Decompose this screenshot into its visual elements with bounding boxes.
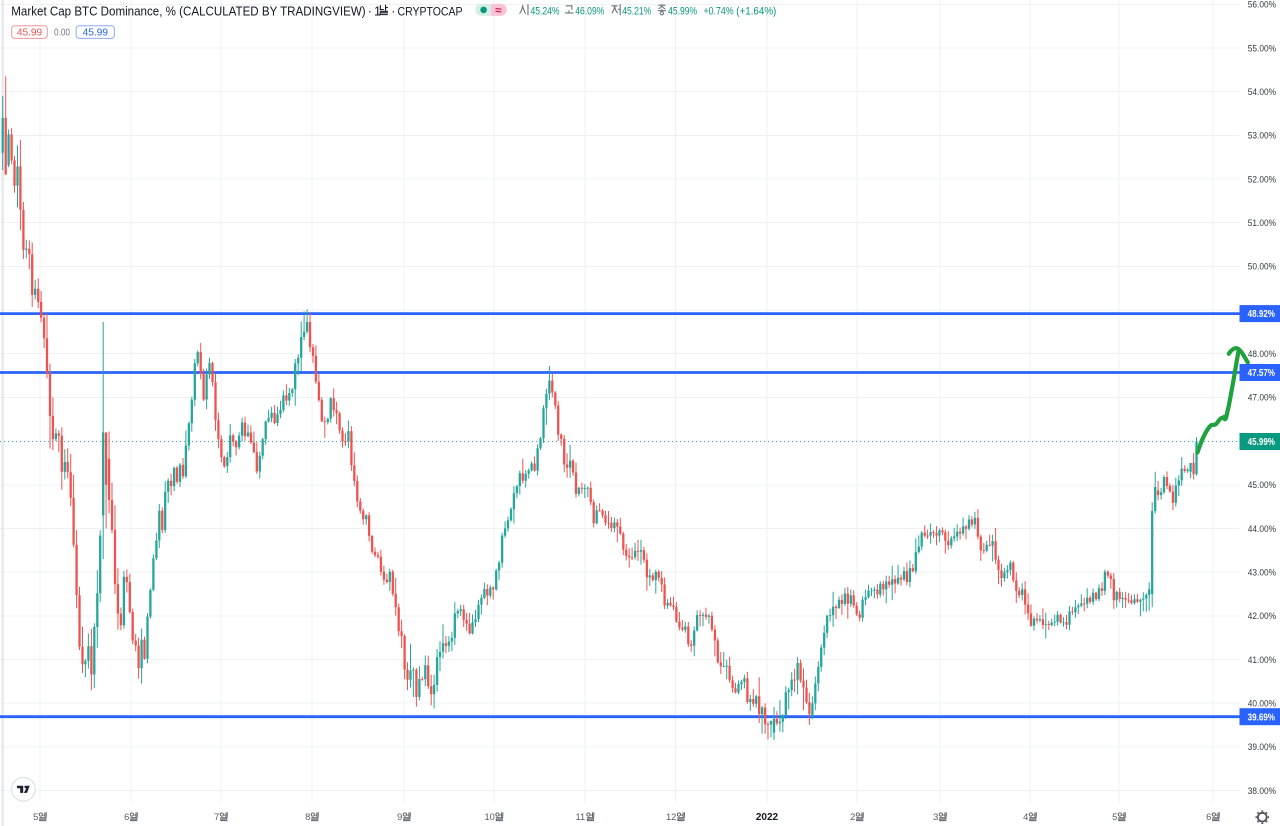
svg-text:1: 1 <box>374 4 381 18</box>
svg-text:3: 3 <box>933 812 938 822</box>
svg-text:CRYPTOCAP: CRYPTOCAP <box>398 4 463 18</box>
svg-text:6: 6 <box>1206 812 1211 822</box>
svg-text:2: 2 <box>850 812 855 822</box>
svg-text:Market Cap BTC Dominance, % (C: Market Cap BTC Dominance, % (CALCULATED … <box>11 4 365 18</box>
svg-text:10: 10 <box>485 812 495 822</box>
svg-text:47.00%: 47.00% <box>1248 393 1277 404</box>
svg-text:≈: ≈ <box>495 5 502 17</box>
svg-text:(+1.64%): (+1.64%) <box>736 5 776 17</box>
svg-text:39.00%: 39.00% <box>1248 742 1277 753</box>
svg-text:50.00%: 50.00% <box>1248 262 1277 273</box>
svg-text:5: 5 <box>33 812 38 822</box>
svg-text:38.00%: 38.00% <box>1248 786 1277 797</box>
svg-text:43.00%: 43.00% <box>1248 567 1277 578</box>
svg-text:9: 9 <box>397 812 402 822</box>
svg-text:45.99: 45.99 <box>17 27 42 39</box>
svg-text:45.24%: 45.24% <box>531 5 560 17</box>
svg-text:54.00%: 54.00% <box>1248 87 1277 98</box>
svg-text:56.00%: 56.00% <box>1248 0 1277 11</box>
svg-text:48.92%: 48.92% <box>1248 309 1275 320</box>
svg-text:52.00%: 52.00% <box>1248 174 1277 185</box>
svg-text:0.00: 0.00 <box>54 27 70 38</box>
svg-text:55.00%: 55.00% <box>1248 43 1277 54</box>
svg-text:44.00%: 44.00% <box>1248 524 1277 535</box>
svg-text:·: · <box>368 4 372 18</box>
svg-text:53.00%: 53.00% <box>1248 131 1277 142</box>
svg-text:42.00%: 42.00% <box>1248 611 1277 622</box>
svg-text:40.00%: 40.00% <box>1248 699 1277 710</box>
svg-text:39.69%: 39.69% <box>1248 712 1275 723</box>
svg-text:6: 6 <box>124 812 129 822</box>
svg-text:2022: 2022 <box>756 812 779 823</box>
svg-text:45.99: 45.99 <box>83 27 108 39</box>
svg-text:4: 4 <box>1023 812 1028 822</box>
svg-text:51.00%: 51.00% <box>1248 218 1277 229</box>
svg-text:·: · <box>391 4 395 18</box>
svg-text:45.99%: 45.99% <box>668 5 697 17</box>
svg-text:45.21%: 45.21% <box>622 5 651 17</box>
svg-text:+0.74%: +0.74% <box>704 5 734 17</box>
svg-text:45.99%: 45.99% <box>1248 437 1275 448</box>
svg-text:45.00%: 45.00% <box>1248 480 1277 491</box>
svg-text:11: 11 <box>576 812 586 822</box>
svg-text:7: 7 <box>214 812 219 822</box>
svg-text:12: 12 <box>666 812 676 822</box>
svg-text:48.00%: 48.00% <box>1248 349 1277 360</box>
svg-text:41.00%: 41.00% <box>1248 655 1277 666</box>
svg-text:5: 5 <box>1112 812 1117 822</box>
svg-text:47.57%: 47.57% <box>1248 368 1275 379</box>
svg-text:46.09%: 46.09% <box>575 5 604 17</box>
svg-text:8: 8 <box>305 812 310 822</box>
